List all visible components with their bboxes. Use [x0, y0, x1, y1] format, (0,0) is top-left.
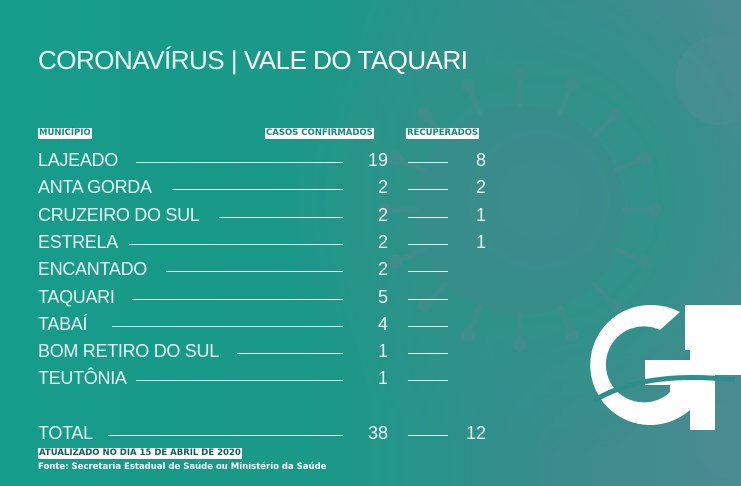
divider — [166, 271, 343, 273]
recovered-count: 1 — [475, 204, 486, 225]
municipio-name: ESTRELA — [38, 231, 118, 252]
title-region: VALE DO TAQUARI — [243, 45, 468, 75]
table-row: LAJEADO 19 8 — [38, 150, 488, 174]
source-note: Fonte: Secretaria Estadual de Saúde ou M… — [38, 462, 327, 472]
header-recuperados: RECUPERADOS — [406, 128, 480, 139]
divider — [132, 298, 343, 300]
divider — [408, 353, 448, 355]
divider — [408, 162, 448, 163]
divider — [408, 298, 448, 300]
divider — [136, 380, 343, 382]
confirmed-count: 4 — [377, 313, 388, 334]
divider — [112, 325, 343, 327]
municipio-name: LAJEADO — [38, 150, 118, 170]
total-row: TOTAL 38 12 — [38, 423, 488, 447]
confirmed-count: 2 — [377, 259, 388, 280]
title-prefix: CORONAVÍRUS | — [38, 45, 244, 75]
page-title: CORONAVÍRUS | VALE DO TAQUARI — [38, 45, 468, 76]
municipio-name: TEUTÔNIA — [38, 368, 127, 389]
confirmed-count: 2 — [377, 231, 388, 252]
table-row: CRUZEIRO DO SUL 2 1 — [38, 205, 488, 229]
municipio-name: CRUZEIRO DO SUL — [38, 204, 200, 225]
divider — [219, 216, 343, 218]
recovered-count: 1 — [475, 231, 486, 252]
municipio-name: TABAÍ — [38, 313, 88, 334]
gp-logo-icon — [590, 304, 741, 430]
divider — [408, 189, 448, 191]
table-row: TAQUARI 5 — [38, 287, 488, 311]
confirmed-count: 1 — [377, 368, 388, 389]
divider — [408, 216, 448, 218]
divider — [136, 162, 343, 163]
table-row: ESTRELA 2 1 — [38, 232, 488, 256]
municipio-name: BOM RETIRO DO SUL — [38, 341, 219, 362]
total-confirmed: 38 — [367, 423, 388, 443]
header-municipio: MUNICÍPIO — [38, 128, 92, 139]
confirmed-count: 2 — [377, 204, 388, 225]
confirmed-count: 5 — [377, 286, 388, 307]
divider — [408, 243, 448, 245]
confirmed-count: 2 — [377, 177, 388, 198]
divider — [108, 435, 343, 436]
confirmed-count: 19 — [367, 150, 388, 170]
table-row: TEUTÔNIA 1 — [38, 368, 488, 392]
recovered-count: 8 — [475, 150, 486, 170]
table-row: ANTA GORDA 2 2 — [38, 177, 488, 201]
divider — [408, 325, 448, 327]
divider — [129, 243, 343, 245]
confirmed-count: 1 — [377, 341, 388, 362]
header-confirmados: CASOS CONFIRMADOS — [265, 128, 374, 139]
table-row: TABAÍ 4 — [38, 314, 488, 338]
divider — [408, 435, 448, 436]
divider — [237, 353, 343, 355]
total-label: TOTAL — [38, 423, 93, 443]
table-row: BOM RETIRO DO SUL 1 — [38, 341, 488, 365]
recovered-count: 2 — [475, 177, 486, 198]
divider — [172, 189, 343, 191]
divider — [408, 380, 448, 382]
municipio-name: ENCANTADO — [38, 259, 147, 280]
divider — [408, 271, 448, 273]
total-recovered: 12 — [465, 423, 486, 443]
municipio-name: TAQUARI — [38, 286, 115, 307]
municipio-name: ANTA GORDA — [38, 177, 152, 198]
updated-note: ATUALIZADO NO DIA 15 DE ABRIL DE 2020 — [38, 448, 242, 459]
table-row: ENCANTADO 2 — [38, 259, 488, 283]
